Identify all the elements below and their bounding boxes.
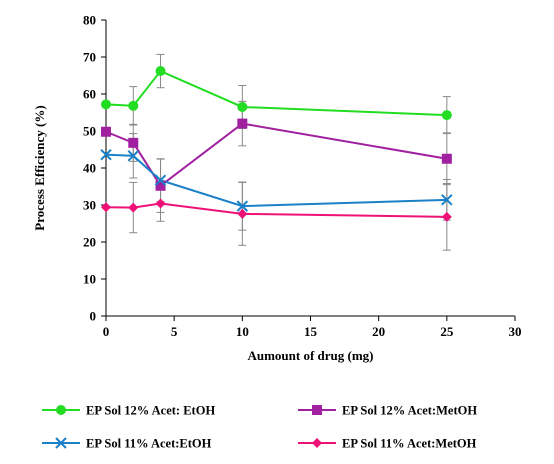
data-point-x-stroke [100,148,112,161]
legend-item: EP Sol 12% Acet: EtOH [42,404,215,418]
data-point-circle [128,100,139,111]
y-tick-label: 20 [83,235,96,250]
x-axis-title: Aumount of drug (mg) [247,348,373,363]
data-point-circle [237,101,248,112]
data-point-diamond [155,198,166,209]
legend-label: EP Sol 12% Acet: EtOH [86,404,215,418]
data-point-x-stroke [127,150,139,162]
data-point-x [154,174,167,186]
x-tick-label: 30 [509,324,522,339]
data-point-x-stroke [236,200,249,212]
legend-item: EP Sol 12% Acet:MetOH [298,404,477,418]
y-tick-label: 30 [83,198,96,213]
x-tick-label: 20 [372,324,385,339]
series-markers [100,66,453,222]
y-tick-label: 60 [83,87,96,102]
legend-item: EP Sol 11% Acet:MetOH [298,437,477,451]
legend-label: EP Sol 11% Acet:MetOH [342,437,477,451]
data-point-square [101,126,111,137]
data-point-x [236,200,249,212]
y-tick-label: 40 [83,161,96,176]
data-point-diamond [128,202,139,213]
data-point-square [237,118,248,129]
data-point-circle [56,405,66,415]
y-tick-label: 50 [83,124,96,139]
series-line [105,69,447,117]
legend-label: EP Sol 11% Acet:EtOH [86,437,212,451]
data-point-circle [441,110,452,121]
data-point-square [128,137,139,148]
x-tick-label: 10 [236,324,249,339]
legend-label: EP Sol 12% Acet:MetOH [342,404,477,418]
y-tick-label: 80 [83,13,96,28]
data-point-x [127,150,139,162]
data-point-x [55,437,67,449]
x-tick-label: 25 [440,324,454,339]
legend-item: EP Sol 11% Acet:EtOH [42,437,212,451]
x-tick-label: 0 [103,324,110,339]
data-point-diamond [237,208,248,219]
data-point-diamond [312,438,322,448]
data-point-diamond [441,211,452,222]
axes: 0 10 20 30 40 50 60 70 80 0 5 10 15 20 25 30 [83,13,522,340]
data-point-diamond [101,202,111,213]
data-point-x [100,148,112,161]
data-point-x [441,194,453,206]
y-axis-title: Process Efficiency (%) [32,105,47,230]
data-point-x-stroke [154,174,167,186]
y-tick-label: 10 [83,272,96,287]
legend: EP Sol 12% Acet: EtOH EP Sol 12% Acet:Met… [42,404,477,451]
data-point-x-stroke [55,437,67,449]
data-point-square [155,180,166,191]
data-point-square [441,153,452,164]
x-tick-label: 5 [171,324,178,339]
y-tick-label: 0 [90,309,97,324]
y-tick-label: 70 [83,50,96,65]
data-point-square [312,405,322,415]
error-bars [129,53,451,251]
x-tick-label: 15 [304,324,318,339]
data-point-circle [101,99,111,110]
data-point-x-stroke [441,194,453,206]
series-lines [105,69,448,218]
data-point-circle [155,66,166,77]
